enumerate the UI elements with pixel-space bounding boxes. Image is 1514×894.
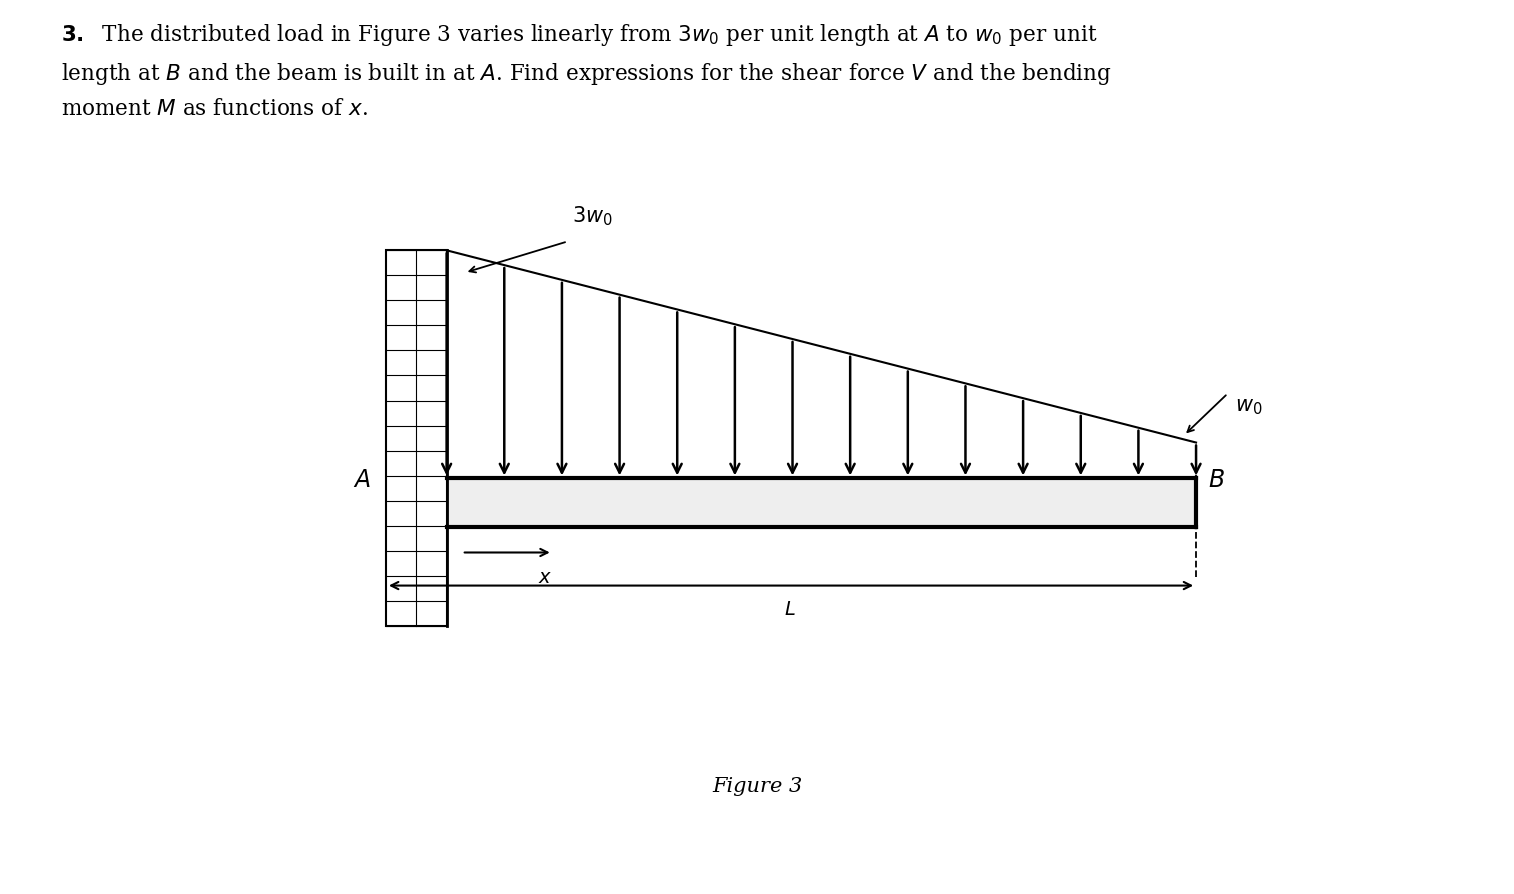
- Text: $A$: $A$: [353, 469, 371, 493]
- Bar: [386, 250, 447, 626]
- Text: $L$: $L$: [784, 601, 796, 619]
- Text: $3w_0$: $3w_0$: [572, 205, 613, 228]
- Text: $B$: $B$: [1208, 469, 1225, 493]
- Text: $x$: $x$: [537, 569, 553, 587]
- Text: $w_0$: $w_0$: [1235, 397, 1263, 417]
- Bar: [447, 478, 1196, 527]
- Text: Figure 3: Figure 3: [712, 777, 802, 797]
- Text: $\mathbf{3.}$  The distributed load in Figure 3 varies linearly from $3w_0$ per : $\mathbf{3.}$ The distributed load in Fi…: [61, 22, 1111, 120]
